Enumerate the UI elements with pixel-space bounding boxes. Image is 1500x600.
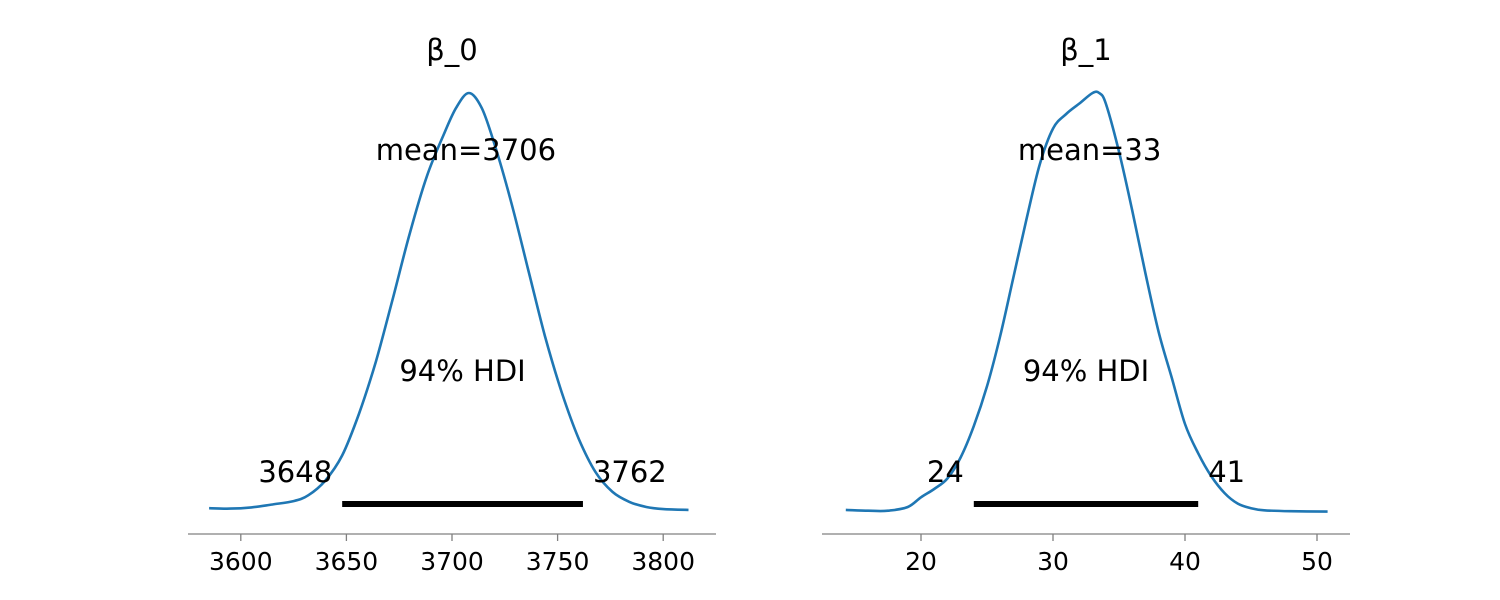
chart-title: β_1 bbox=[1060, 33, 1111, 67]
x-tick-label: 3650 bbox=[315, 547, 379, 576]
panel-beta-1: β_1 mean=33 94% HDI 24 41 20 30 40 50 bbox=[822, 33, 1350, 576]
mean-label: mean=3706 bbox=[376, 133, 556, 167]
density-curve bbox=[209, 91, 689, 512]
chart-title: β_0 bbox=[426, 33, 477, 67]
x-tick-label: 3600 bbox=[209, 547, 273, 576]
hdi-low-label: 3648 bbox=[258, 455, 332, 489]
density-curve bbox=[845, 90, 1328, 513]
x-tick-label: 30 bbox=[1037, 547, 1069, 576]
x-tick-label: 40 bbox=[1169, 547, 1201, 576]
x-tick-label: 20 bbox=[905, 547, 937, 576]
x-tick-label: 3800 bbox=[631, 547, 695, 576]
x-tick-label: 3750 bbox=[526, 547, 590, 576]
mean-label: mean=33 bbox=[1018, 133, 1161, 167]
panel-beta-0: β_0 mean=3706 94% HDI 3648 3762 3600 3650 3700 3… bbox=[188, 33, 716, 576]
hdi-high-label: 3762 bbox=[593, 455, 667, 489]
x-tick-label: 3700 bbox=[420, 547, 484, 576]
x-tick-label: 50 bbox=[1301, 547, 1333, 576]
hdi-high-label: 41 bbox=[1208, 455, 1245, 489]
hdi-label: 94% HDI bbox=[399, 354, 525, 388]
hdi-label: 94% HDI bbox=[1023, 354, 1149, 388]
hdi-low-label: 24 bbox=[927, 455, 964, 489]
